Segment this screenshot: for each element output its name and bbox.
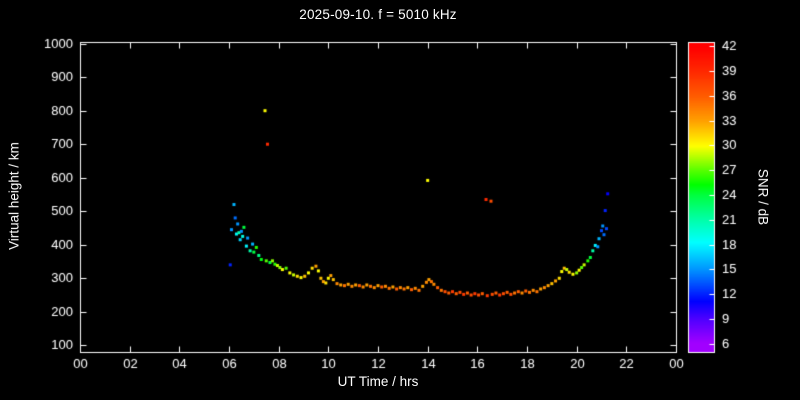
x-axis-label: UT Time / hrs <box>337 374 419 389</box>
chart-title: 2025-09-10. f = 5010 kHz <box>299 7 457 22</box>
colorbar-label: SNR / dB <box>755 168 771 226</box>
y-axis-label: Virtual height / km <box>6 142 22 250</box>
